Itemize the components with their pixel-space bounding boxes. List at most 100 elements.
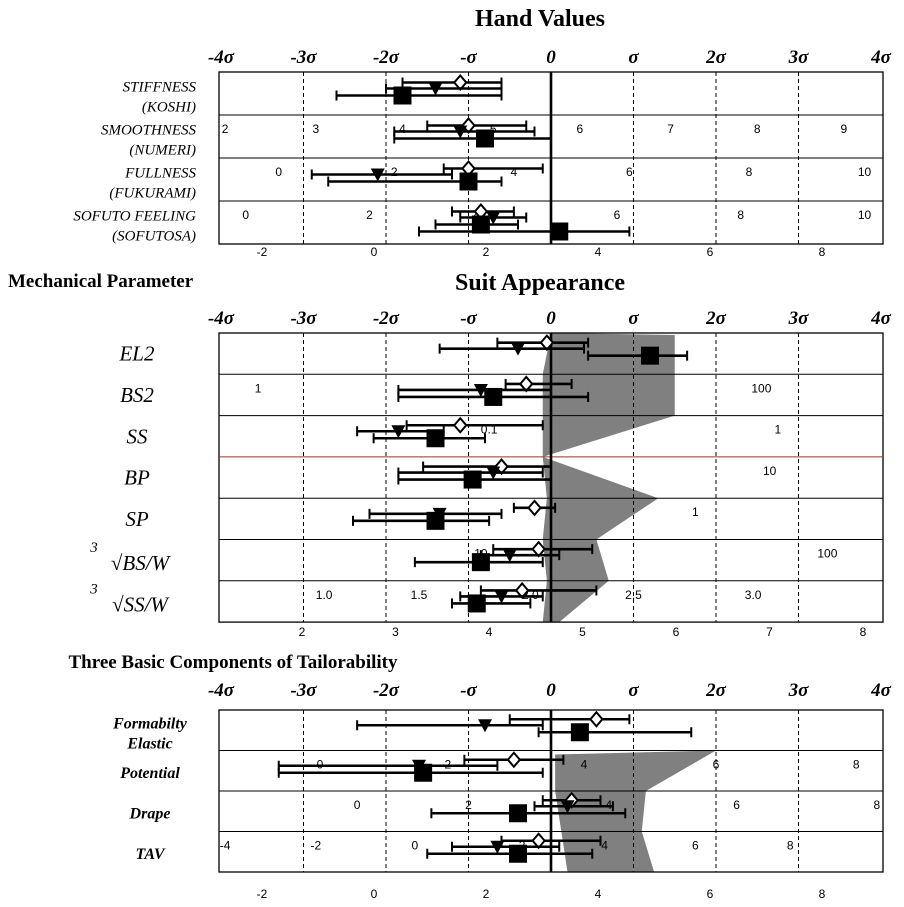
square-marker (509, 844, 527, 863)
bottom-axis-tick: 4 (595, 245, 602, 259)
bottom-axis-tick: 8 (860, 625, 867, 639)
trend-band (542, 333, 675, 623)
triangle-marker (428, 82, 443, 96)
panel-title: Three Basic Components of Tailorability (68, 652, 398, 673)
sigma-tick-label: -2σ (373, 47, 400, 68)
sigma-tick-label: -3σ (290, 47, 317, 68)
scale-label: 6 (733, 798, 740, 812)
scale-label: 7 (667, 122, 674, 136)
scale-label: 8 (853, 758, 860, 772)
sigma-tick-label: σ (628, 308, 639, 329)
triangle-marker (453, 125, 468, 139)
row-label: (NUMERI) (129, 143, 196, 159)
bottom-axis-tick: 2 (299, 625, 306, 639)
row-label: √SS/W (112, 592, 170, 616)
triangle-marker (490, 840, 505, 854)
square-marker (393, 86, 412, 105)
bottom-axis-tick: 8 (819, 887, 826, 901)
mechanical-parameter-heading: Mechanical Parameter (8, 271, 194, 292)
scale-label: 2.5 (625, 588, 642, 602)
scale-label: 1.5 (411, 588, 428, 602)
bottom-axis-tick: -2 (257, 245, 268, 259)
panel-title: Hand Values (475, 6, 605, 32)
row-label: (FUKURAMI) (109, 186, 196, 202)
sigma-tick-label: 2σ (705, 47, 727, 68)
scale-label: 10 (858, 165, 872, 179)
diamond-marker (452, 416, 468, 434)
triangle-marker (494, 590, 509, 604)
diamond-marker (527, 499, 542, 517)
scale-label: 1 (692, 505, 699, 519)
scale-label: 4 (601, 839, 608, 853)
scale-label: 0 (275, 165, 282, 179)
row-label: Drape (129, 805, 171, 822)
scale-label: -2 (311, 839, 322, 853)
triangle-marker (478, 719, 492, 733)
bottom-axis-tick: 7 (766, 625, 773, 639)
scale-label: 0 (354, 798, 361, 812)
scale-label: 4 (511, 165, 518, 179)
row-label: Elastic (126, 735, 172, 752)
scale-label: 0 (412, 839, 419, 853)
scale-label: 10 (763, 464, 777, 478)
row-label: SOFUTO FEELING (73, 209, 196, 225)
scale-label: 3 (313, 122, 320, 136)
row-label: EL2 (118, 342, 155, 366)
sigma-tick-label: -4σ (208, 47, 235, 68)
sigma-tick-label: 3σ (788, 680, 810, 701)
row-label: BP (124, 466, 150, 490)
square-marker (476, 129, 494, 148)
square-marker (426, 511, 445, 530)
scale-label: 6 (614, 208, 621, 222)
scale-label: 8 (737, 208, 744, 222)
sigma-tick-label: -σ (460, 680, 477, 701)
triangle-marker (511, 342, 525, 356)
bottom-axis-tick: 0 (371, 887, 378, 901)
bottom-axis-tick: -2 (257, 887, 268, 901)
sigma-tick-label: -3σ (290, 308, 317, 329)
scale-label: 8 (874, 798, 881, 812)
sigma-tick-label: 2σ (705, 308, 727, 329)
sigma-tick-label: 4σ (870, 308, 892, 329)
square-marker (509, 804, 527, 823)
bottom-axis-tick: 6 (707, 887, 714, 901)
scale-label: 6 (692, 839, 699, 853)
scale-label: 9 (841, 122, 848, 136)
square-marker (463, 470, 482, 489)
bottom-axis-tick: 0 (371, 245, 378, 259)
row-label: SMOOTHNESS (101, 123, 197, 139)
sigma-tick-label: -4σ (208, 308, 235, 329)
scale-label: 1 (255, 381, 262, 395)
scale-label: 6 (713, 758, 720, 772)
panel-title: Suit Appearance (455, 270, 625, 296)
square-marker (467, 594, 486, 613)
sigma-tick-label: 0 (546, 308, 556, 329)
row-label: SP (125, 507, 149, 531)
square-marker (459, 172, 478, 191)
scale-label: 6 (626, 165, 633, 179)
square-marker (550, 222, 569, 241)
sigma-tick-label: -σ (460, 47, 477, 68)
bottom-axis-tick: 6 (673, 625, 680, 639)
triangle-marker (391, 425, 406, 439)
row-label: (SOFUTOSA) (112, 229, 196, 245)
scale-label: 100 (751, 381, 771, 395)
triangle-marker (370, 168, 385, 182)
row-label-root-index: 3 (89, 540, 98, 556)
triangle-marker (473, 383, 488, 397)
scale-label: 8 (746, 165, 753, 179)
row-label: √BS/W (111, 551, 172, 575)
scale-label: 100 (817, 547, 837, 561)
bottom-axis-tick: 2 (483, 245, 490, 259)
scale-label: 10 (858, 208, 872, 222)
row-label: SS (127, 424, 149, 448)
scale-label: 3.0 (745, 588, 762, 602)
sigma-tick-label: 3σ (788, 308, 810, 329)
bottom-axis-tick: 6 (707, 245, 714, 259)
diamond-marker (589, 710, 604, 728)
sigma-tick-label: 2σ (705, 680, 727, 701)
bottom-axis-tick: 4 (595, 887, 602, 901)
row-label: STIFFNESS (123, 80, 197, 96)
scale-label: 8 (754, 122, 761, 136)
